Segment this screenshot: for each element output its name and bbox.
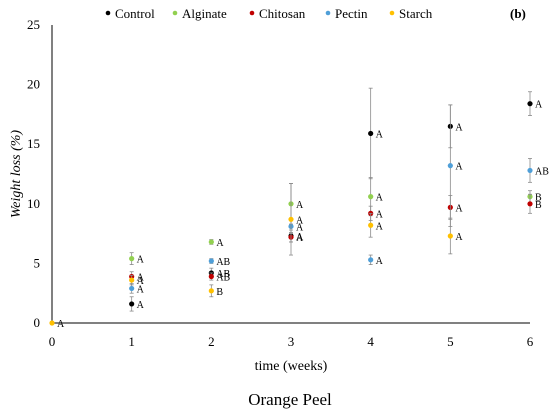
data-point — [527, 201, 533, 207]
y-tick-label: 15 — [27, 136, 40, 151]
legend: Control Alginate Chitosan Pectin Starch — [105, 6, 433, 21]
significance-letter: A — [455, 203, 463, 214]
significance-letter: B — [216, 287, 223, 298]
legend-marker — [325, 10, 331, 16]
x-tick-label: 1 — [128, 334, 135, 349]
legend-label: Chitosan — [259, 6, 306, 21]
y-tick-label: 20 — [27, 77, 40, 92]
significance-letter: A — [455, 232, 463, 243]
legend-item-alginate: Alginate — [172, 6, 227, 21]
significance-letter: AB — [216, 273, 230, 284]
y-tick-label: 25 — [27, 17, 40, 32]
data-point — [208, 288, 214, 294]
legend-label: Control — [115, 6, 155, 21]
y-tick-label: 5 — [34, 255, 41, 270]
y-tick-label: 10 — [27, 196, 40, 211]
significance-letter: A — [296, 232, 304, 243]
data-point — [368, 257, 374, 263]
data-point — [447, 163, 453, 169]
significance-letter: B — [535, 193, 542, 204]
data-point — [129, 285, 135, 292]
data-point — [129, 256, 135, 262]
x-tick-label: 5 — [447, 334, 454, 349]
x-tick-label: 0 — [49, 334, 56, 349]
significance-letter: A — [296, 215, 304, 226]
data-point — [368, 130, 374, 137]
significance-letter: A — [296, 200, 304, 211]
significance-letter: A — [137, 300, 145, 311]
y-tick-label: 0 — [34, 315, 41, 330]
significance-letter: A — [137, 284, 145, 295]
data-point — [208, 258, 214, 264]
data-point — [49, 320, 55, 326]
x-tick-label: 6 — [527, 334, 534, 349]
significance-letter: A — [376, 129, 384, 140]
legend-label: Alginate — [182, 6, 227, 21]
legend-marker — [249, 10, 255, 16]
significance-letter: A — [57, 319, 65, 330]
legend-item-starch: Starch — [389, 6, 433, 21]
data-point — [368, 194, 374, 200]
legend-label: Pectin — [335, 6, 368, 21]
significance-letter: AB — [216, 269, 230, 280]
panel-label: (b) — [510, 6, 526, 21]
significance-letter: AB — [216, 257, 230, 268]
significance-letter: A — [376, 209, 384, 220]
significance-letter: A — [455, 162, 463, 173]
legend-marker — [389, 10, 395, 16]
significance-letter: A — [455, 122, 463, 133]
data-point — [527, 101, 533, 107]
data-point — [527, 167, 533, 174]
legend-marker — [172, 10, 178, 16]
significance-letter: A — [296, 233, 304, 244]
data-point — [447, 233, 453, 239]
significance-letter: A — [216, 238, 224, 249]
significance-letter: A — [376, 256, 384, 267]
legend-label: Starch — [399, 6, 433, 21]
significance-letter: A — [137, 273, 145, 284]
data-point — [288, 216, 294, 222]
legend-item-control: Control — [105, 6, 155, 21]
significance-letter: A — [376, 221, 384, 232]
significance-letter: A — [296, 222, 304, 233]
significance-letter: B — [535, 200, 542, 211]
significance-letter: A — [137, 255, 145, 266]
y-axis-label: Weight loss (%) — [9, 130, 24, 218]
significance-letter: A — [535, 100, 543, 111]
significance-letter: A — [137, 276, 145, 287]
legend-marker — [105, 10, 111, 16]
legend-item-pectin: Pectin — [325, 6, 368, 21]
data-point — [129, 277, 135, 283]
significance-letter: A — [376, 193, 384, 204]
significance-letter: AB — [535, 166, 549, 177]
legend-item-chitosan: Chitosan — [249, 6, 306, 21]
data-point — [129, 301, 135, 307]
data-point — [208, 239, 214, 245]
x-axis-label: time (weeks) — [255, 359, 328, 374]
x-tick-label: 2 — [208, 334, 215, 349]
data-point — [208, 273, 214, 280]
data-point — [368, 222, 374, 228]
x-tick-label: 4 — [367, 334, 374, 349]
x-tick-labels: 0 1 2 3 4 5 6 — [49, 334, 534, 349]
chart-caption: Orange Peel — [248, 390, 332, 409]
y-tick-labels: 0 5 10 15 20 25 — [27, 17, 40, 330]
x-tick-label: 3 — [288, 334, 295, 349]
